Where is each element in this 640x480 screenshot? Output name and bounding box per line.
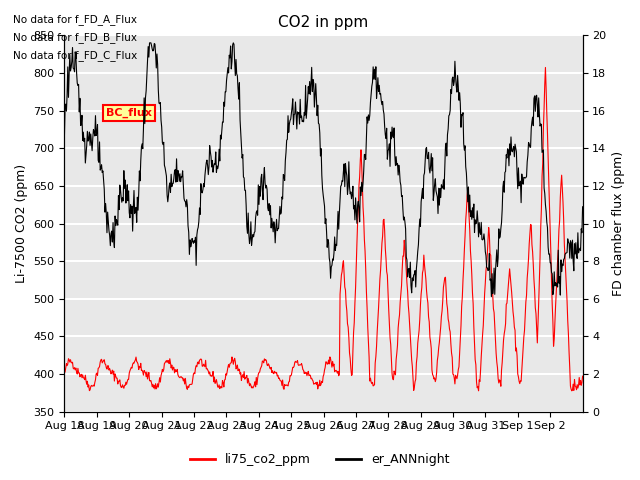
Text: No data for f_FD_B_Flux: No data for f_FD_B_Flux xyxy=(13,32,137,43)
Y-axis label: Li-7500 CO2 (ppm): Li-7500 CO2 (ppm) xyxy=(15,164,28,283)
Y-axis label: FD chamber flux (ppm): FD chamber flux (ppm) xyxy=(612,151,625,296)
Title: CO2 in ppm: CO2 in ppm xyxy=(278,15,369,30)
Text: BC_flux: BC_flux xyxy=(106,108,152,118)
Text: No data for f_FD_C_Flux: No data for f_FD_C_Flux xyxy=(13,50,137,61)
Text: No data for f_FD_A_Flux: No data for f_FD_A_Flux xyxy=(13,13,137,24)
Legend: li75_co2_ppm, er_ANNnight: li75_co2_ppm, er_ANNnight xyxy=(186,448,454,471)
